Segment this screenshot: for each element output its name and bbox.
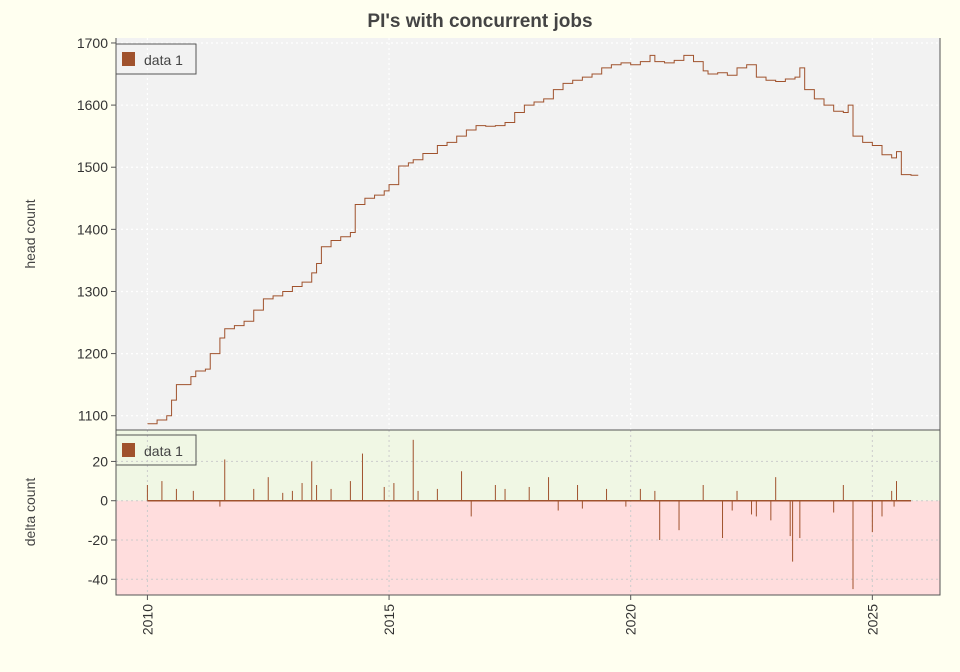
bottom-y-tick-label: 0 xyxy=(100,493,108,509)
top-y-tick-label: 1300 xyxy=(77,283,108,299)
legend-label: data 1 xyxy=(144,52,183,68)
bottom-frame xyxy=(115,429,941,596)
positive-band xyxy=(116,430,940,501)
bottom-y-axis-label: delta count xyxy=(22,478,38,547)
bottom-y-tick-label: -20 xyxy=(88,532,108,548)
top-y-tick-label: 1500 xyxy=(77,159,108,175)
bottom-y-tick-label: 20 xyxy=(92,453,108,469)
top-y-tick-label: 1600 xyxy=(77,97,108,113)
legend-swatch xyxy=(122,443,135,457)
series-line-data-1 xyxy=(147,54,919,425)
top-y-tick-label: 1700 xyxy=(77,35,108,51)
top-y-tick-label: 1200 xyxy=(77,346,108,362)
top-y-tick-label: 1100 xyxy=(78,408,108,424)
legend-box xyxy=(115,43,197,75)
head-count-panel: 1100 1200 1300 1400 1500 1600 1700 data 1 xyxy=(77,35,941,430)
x-tick-label: 2020 xyxy=(623,604,639,635)
chart-title: PI's with concurrent jobs xyxy=(367,11,592,32)
legend-swatch xyxy=(122,52,135,66)
legend-box xyxy=(115,434,197,466)
bottom-y-tick-label: -40 xyxy=(88,571,108,587)
delta-count-panel: -40 -20 0 20 2010 2015 2020 2025 data 1 xyxy=(88,429,941,635)
x-tick-label: 2010 xyxy=(139,604,155,635)
top-plot-background xyxy=(116,38,940,430)
negative-band xyxy=(116,500,940,595)
x-tick-label: 2025 xyxy=(864,604,880,635)
top-y-tick-label: 1400 xyxy=(77,221,108,237)
x-tick-label: 2015 xyxy=(381,604,397,635)
legend-label: data 1 xyxy=(144,443,183,459)
top-y-axis-label: head count xyxy=(22,199,38,268)
